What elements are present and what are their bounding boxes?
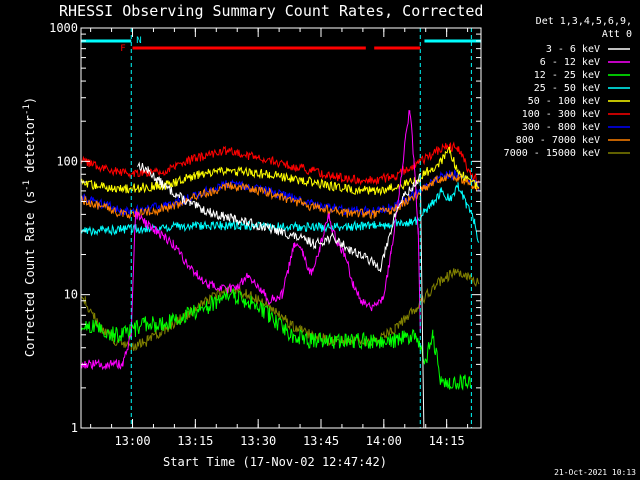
x-tick-label: 14:00: [366, 434, 402, 448]
series-line-50-100-kev: [81, 146, 480, 197]
series-line-7000-15000-kev: [81, 268, 480, 352]
y-tick-label: 10: [64, 288, 78, 302]
axes-layer: 1 10 100 1000 13:00 13:15 13:30 13:45 14:00 14:15: [49, 21, 482, 448]
plot-frame: [80, 27, 482, 429]
legend-label: 7000 - 15000 keV: [504, 148, 600, 159]
generation-timestamp: 21-Oct-2021 10:13: [554, 468, 636, 477]
saa-flag-label: N: [136, 36, 141, 46]
legend-label: 100 - 300 keV: [522, 109, 600, 120]
y-tick-label: 100: [56, 154, 78, 168]
chart-title: RHESSI Observing Summary Count Rates, Co…: [59, 2, 483, 20]
legend-label: 300 - 800 keV: [522, 122, 600, 133]
y-tick-label: 1: [71, 421, 78, 435]
series-line-3-6-kev: [137, 161, 425, 428]
y-tick-label: 1000: [49, 21, 78, 35]
y-axis-label: Corrected Count Rate (s-1 detector-1): [22, 97, 37, 357]
legend-header-detectors: Det 1,3,4,5,6,9,: [536, 16, 632, 27]
series-line-6-12-kev: [81, 109, 421, 371]
series-layer: [81, 109, 480, 428]
legend-label: 50 - 100 keV: [528, 96, 600, 107]
legend: Det 1,3,4,5,6,9, Att 0 3 - 6 keV 6 - 12 k…: [504, 16, 632, 159]
flag-layer: NF: [81, 28, 481, 428]
x-tick-label: 13:15: [177, 434, 213, 448]
x-axis-label: Start Time (17-Nov-02 12:47:42): [163, 455, 387, 469]
legend-label: 12 - 25 keV: [534, 70, 600, 81]
flare-flag-label: F: [120, 44, 125, 54]
legend-label: 800 - 7000 keV: [516, 135, 600, 146]
legend-header-attenuator: Att 0: [602, 29, 632, 40]
x-tick-label: 13:30: [240, 434, 276, 448]
series-line-800-7000-kev: [81, 171, 480, 220]
series-line-12-25-kev: [81, 286, 471, 391]
x-tick-label: 13:45: [303, 434, 339, 448]
x-tick-label: 13:00: [114, 434, 150, 448]
legend-label: 3 - 6 keV: [546, 44, 600, 55]
legend-label: 6 - 12 keV: [540, 57, 600, 68]
legend-label: 25 - 50 keV: [534, 83, 600, 94]
x-tick-label: 14:15: [429, 434, 465, 448]
